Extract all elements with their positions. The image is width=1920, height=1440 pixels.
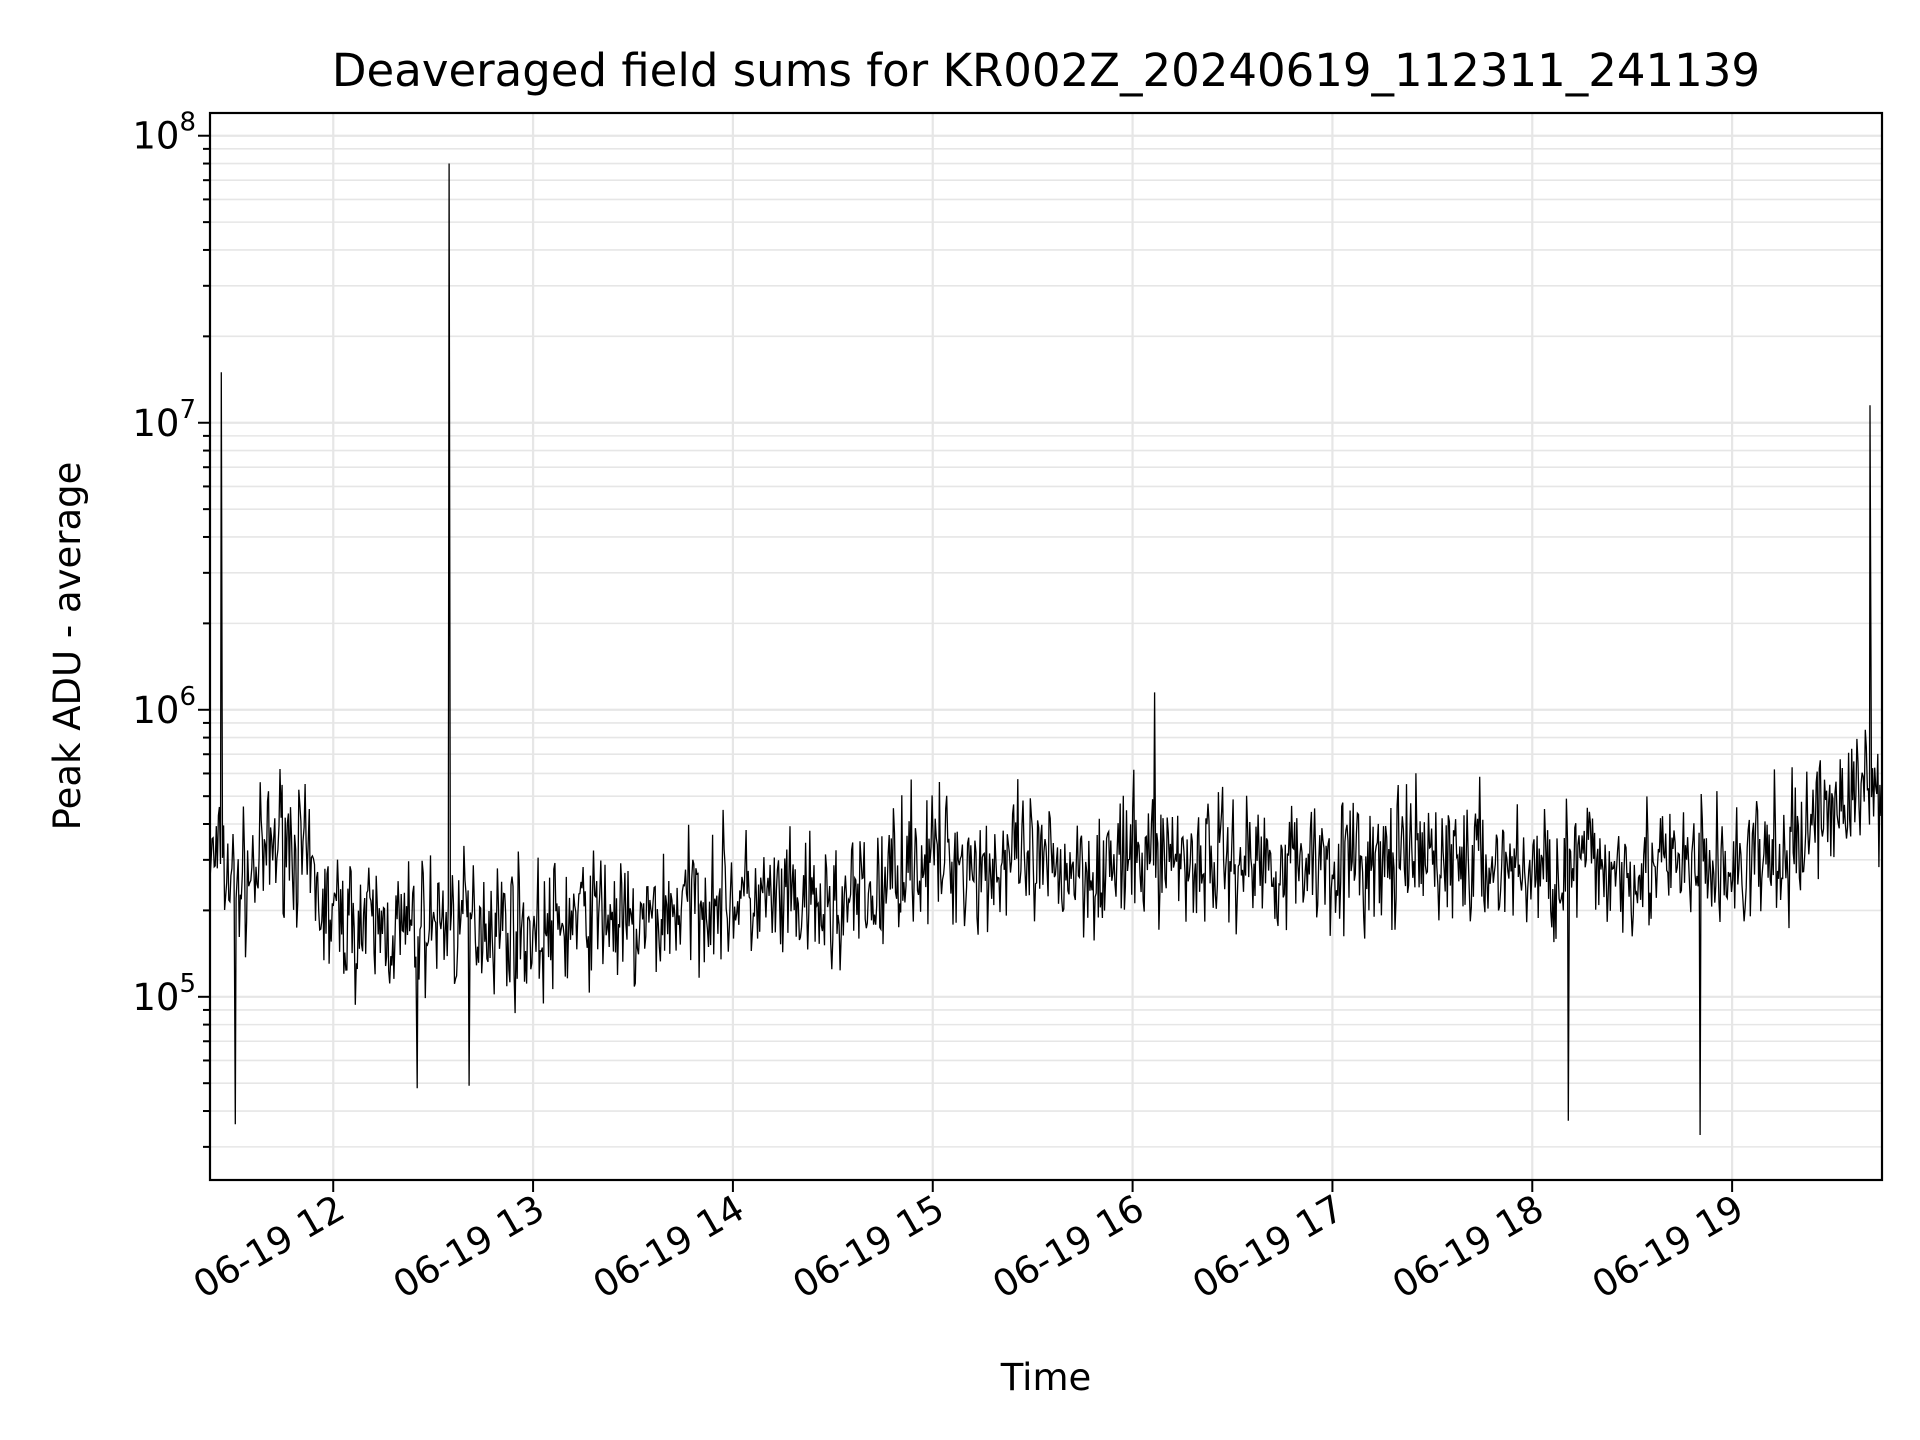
- x-tick-label: 06-19 19: [1585, 1187, 1751, 1307]
- y-tick-base: 10: [132, 689, 179, 732]
- series-line: [209, 163, 1883, 1136]
- x-tick-label: 06-19 17: [1185, 1187, 1351, 1307]
- y-tick-exponent: 7: [179, 395, 196, 425]
- x-tick-label: 06-19 18: [1385, 1187, 1551, 1307]
- y-tick-exponent: 8: [179, 108, 196, 138]
- x-tick-label: 06-19 15: [786, 1187, 952, 1307]
- plot-frame: [208, 111, 1884, 1182]
- y-tick-label: 105: [132, 969, 196, 1019]
- y-tick-base: 10: [132, 115, 179, 158]
- y-tick-exponent: 5: [179, 969, 196, 999]
- x-tick-label: 06-19 12: [186, 1187, 352, 1307]
- y-tick-label: 106: [132, 682, 196, 732]
- y-tick-base: 10: [132, 402, 179, 445]
- x-axis: 06-19 12 06-19 13 06-19 14 06-19 15 06-19 16…: [186, 1180, 1751, 1307]
- x-tick-label: 06-19 16: [986, 1187, 1152, 1307]
- chart-title: Deaveraged field sums for KR002Z_2024061…: [332, 44, 1760, 97]
- y-axis-label: Peak ADU - average: [46, 462, 89, 831]
- x-tick-label: 06-19 14: [586, 1187, 752, 1307]
- x-tick-label: 06-19 13: [386, 1187, 552, 1307]
- y-tick-exponent: 6: [179, 682, 196, 712]
- series-path: [209, 163, 1883, 1136]
- y-tick-label: 108: [132, 108, 196, 158]
- x-axis-label: Time: [1000, 1356, 1092, 1399]
- grid: [210, 113, 1882, 1180]
- y-tick-base: 10: [132, 976, 179, 1019]
- y-tick-label: 107: [132, 395, 196, 445]
